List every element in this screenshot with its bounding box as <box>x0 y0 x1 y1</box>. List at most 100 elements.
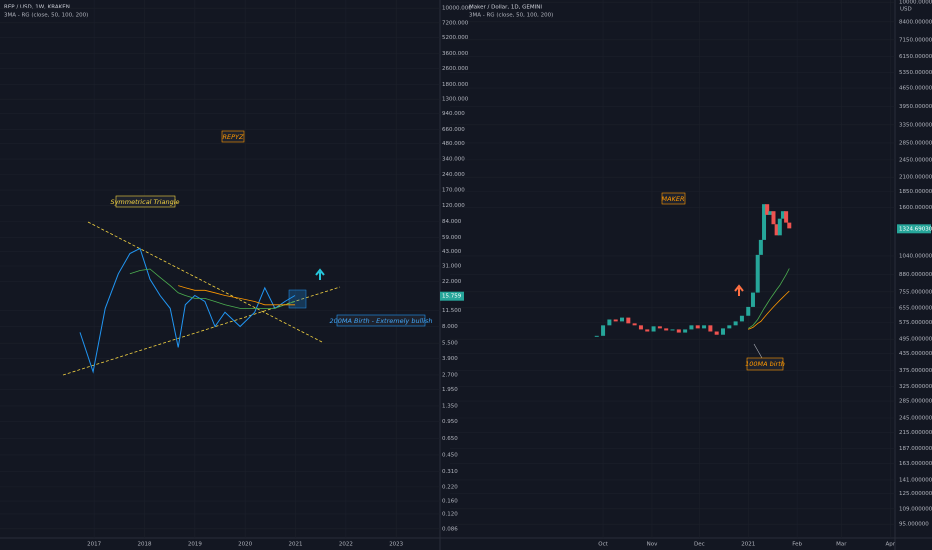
y-tick-label: 2600.000 <box>442 66 469 72</box>
y-tick-label: 375.000000 <box>899 368 932 374</box>
y-tick-label: 2850.000000 <box>899 140 932 146</box>
x-tick-label: Feb <box>792 542 802 548</box>
y-tick-label: 120.000 <box>442 203 465 209</box>
x-tick-label: Mar <box>836 542 847 548</box>
candle <box>651 326 656 332</box>
y-tick-label: 1800.000 <box>442 82 469 88</box>
trendline <box>87 221 323 343</box>
y-tick-label: 8400.000000 <box>899 19 932 25</box>
y-tick-label: 755.000000 <box>899 289 932 295</box>
chart-subtitle: 3MA - RG (close, 50, 100, 200) <box>469 13 553 19</box>
y-tick-label: 495.000000 <box>899 337 932 343</box>
candle <box>758 239 763 255</box>
y-tick-label: 3350.000000 <box>899 122 932 128</box>
candle <box>777 218 782 236</box>
candle <box>676 329 681 333</box>
price-line <box>747 268 790 329</box>
y-tick-label: 0.450 <box>442 452 458 458</box>
candle <box>720 328 725 335</box>
drawings: REPYZ Symmetrical Triangle 200MA Birth -… <box>62 130 785 376</box>
y-tick-label: 95.000000 <box>899 522 929 528</box>
candle <box>714 331 719 335</box>
price-line <box>79 247 296 374</box>
y-tick-label: 0.650 <box>442 436 458 442</box>
y-tick-label: 245.000000 <box>899 416 932 422</box>
price-tag <box>897 224 931 234</box>
y-tick-label: 2100.000000 <box>899 175 932 181</box>
annotation-box <box>746 357 784 371</box>
candle <box>787 222 792 229</box>
axis-unit: USD <box>900 7 912 13</box>
y-tick-label: 2.700 <box>442 372 458 378</box>
y-tick-label: 0.160 <box>442 499 458 505</box>
y-tick-label: 170.000 <box>442 188 465 194</box>
y-tick-label: 141.000000 <box>899 477 932 483</box>
candle <box>695 325 700 329</box>
y-tick-label: 1.950 <box>442 387 458 393</box>
y-tick-label: 325.000000 <box>899 384 932 390</box>
candle <box>733 321 738 326</box>
candle <box>774 224 779 236</box>
annotation: 200MA Birth - Extremely bullish <box>329 317 432 325</box>
y-tick-label: 660.000 <box>442 127 465 133</box>
y-tick-label: 2450.000000 <box>899 157 932 163</box>
y-tick-label: 5.500 <box>442 341 458 347</box>
price-tag-label: 1324.690300 <box>899 226 932 232</box>
y-tick-label: 1040.000000 <box>899 253 932 259</box>
annotation-box <box>336 314 426 327</box>
x-tick-label: 2021 <box>289 542 303 548</box>
candle <box>594 335 599 337</box>
y-tick-label: 11.500 <box>442 308 462 314</box>
candle <box>670 329 675 331</box>
candle <box>784 211 789 223</box>
y-tick-label: 340.000 <box>442 157 465 163</box>
candle <box>620 317 625 322</box>
candle <box>645 329 650 332</box>
arrow-up <box>734 284 744 296</box>
x-tick-label: 2022 <box>339 542 353 548</box>
price-tag-label: 15.759 <box>442 294 462 300</box>
candle <box>750 292 755 307</box>
candle <box>632 323 637 326</box>
y-tick-label: 43.000 <box>442 249 462 255</box>
price-line <box>748 290 790 330</box>
candle <box>657 326 662 329</box>
candle <box>683 329 688 333</box>
x-tick-label: 2018 <box>137 542 151 548</box>
annotation: 100MA birth <box>745 360 785 368</box>
y-tick-label: 5350.000000 <box>899 70 932 76</box>
y-tick-label: 435.000000 <box>899 351 932 357</box>
chart-title: Maker / Dollar, 1D, GEMINI <box>469 5 542 11</box>
arrow-up <box>315 268 325 280</box>
y-tick-label: 4650.000000 <box>899 86 932 92</box>
y-tick-label: 0.310 <box>442 469 458 475</box>
y-tick-label: 1850.000000 <box>899 189 932 195</box>
y-tick-label: 0.120 <box>442 511 458 517</box>
annotation: MAKER <box>662 195 685 203</box>
y-tick-label: 7150.000000 <box>899 37 932 43</box>
y-tick-label: 10000.000 <box>442 6 472 12</box>
candle <box>768 211 773 215</box>
annotation-box <box>221 130 245 143</box>
y-tick-label: 10000.000000 <box>899 0 932 6</box>
y-tick-label: 3600.000 <box>442 51 469 57</box>
x-tick-label: Apr <box>886 542 896 548</box>
candle <box>727 325 732 329</box>
y-tick-label: 163.000000 <box>899 461 932 467</box>
y-tick-label: 3.900 <box>442 356 458 362</box>
candle <box>607 319 612 326</box>
candle <box>771 211 776 225</box>
price-line <box>178 285 295 306</box>
y-tick-label: 59.000 <box>442 235 462 241</box>
annotation-box <box>661 192 686 205</box>
y-tick-label: 22.000 <box>442 279 462 285</box>
candle <box>702 325 707 329</box>
y-tick-label: 84.000 <box>442 219 462 225</box>
candle <box>613 319 618 322</box>
y-tick-label: 7200.000 <box>442 20 469 26</box>
callout-line <box>753 343 763 359</box>
candle <box>780 211 785 219</box>
y-tick-label: 8.000 <box>442 324 458 330</box>
